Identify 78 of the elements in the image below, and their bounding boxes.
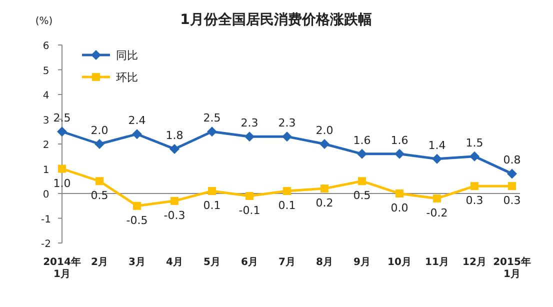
data-label: 0.3 — [503, 194, 521, 208]
y-tick-label: 0 — [42, 190, 50, 200]
data-label: 0.2 — [316, 196, 334, 210]
data-label: -0.3 — [164, 208, 186, 222]
point — [508, 182, 516, 190]
point — [207, 126, 217, 137]
x-tick-label: 4月 — [165, 257, 184, 269]
y-tick-label: 1 — [42, 164, 50, 176]
y-tick-label: 5 — [42, 66, 50, 77]
data-label: -0.2 — [426, 206, 448, 220]
data-label: -0.5 — [126, 214, 148, 227]
data-label: 2.5 — [203, 112, 221, 125]
y-tick-label: -1 — [41, 214, 51, 226]
point — [357, 148, 367, 159]
data-label: 0.8 — [503, 154, 521, 167]
data-label: 1.6 — [353, 134, 371, 147]
point — [94, 139, 104, 149]
x-tick-label: 11月 — [424, 257, 450, 269]
point — [432, 154, 442, 164]
data-label: 0.5 — [90, 189, 108, 202]
y-tick-label: 2 — [42, 140, 50, 151]
data-label: 2.3 — [278, 116, 296, 130]
x-tick-label: 7月 — [278, 257, 296, 269]
data-label: 0.1 — [203, 199, 221, 212]
point — [246, 192, 254, 200]
data-label: 0.5 — [353, 189, 371, 202]
point — [96, 177, 104, 186]
point — [320, 139, 330, 149]
y-tick-label: 3 — [42, 115, 50, 126]
data-label: 2.0 — [316, 124, 334, 137]
x-tick-label: 3月 — [128, 257, 146, 269]
legend-label: 环比 — [116, 71, 138, 84]
x-tick-label: 2014年1月 — [42, 257, 82, 281]
point — [208, 187, 216, 196]
x-tick-label: 5月 — [202, 257, 222, 269]
point — [358, 177, 366, 186]
data-label: 2.3 — [240, 116, 258, 130]
y-tick-label: 6 — [42, 41, 50, 52]
point — [57, 126, 67, 137]
data-label: -0.1 — [238, 204, 260, 217]
x-tick-label: 2015年1月 — [492, 257, 532, 281]
data-label: 2.0 — [90, 124, 108, 137]
data-label: 1.4 — [428, 138, 446, 152]
point — [394, 148, 404, 159]
x-tick-label: 10月 — [386, 257, 412, 269]
data-label: 2.5 — [53, 112, 71, 125]
point — [58, 164, 66, 173]
legend-label: 同比 — [116, 49, 138, 62]
data-label: 1.5 — [466, 136, 484, 150]
x-tick-label: 12月 — [462, 257, 486, 268]
data-label: 2.4 — [128, 114, 146, 128]
y-tick-label: -2 — [41, 239, 51, 250]
point — [320, 184, 328, 193]
point — [132, 129, 142, 140]
y-tick-label: 4 — [42, 90, 50, 102]
point — [283, 187, 291, 196]
point — [170, 144, 180, 154]
chart-title: 1月份全国居民消费价格涨跌幅 — [180, 12, 372, 28]
point — [470, 151, 480, 162]
x-tick-label: 2月 — [91, 257, 108, 268]
point — [170, 196, 178, 205]
y-axis-title: (%) — [35, 16, 53, 27]
x-tick-label: 6月 — [240, 257, 259, 269]
point — [396, 190, 404, 198]
data-label: 1.6 — [390, 134, 408, 147]
data-label: 1.0 — [53, 176, 71, 190]
point — [433, 194, 441, 202]
point — [282, 132, 292, 142]
point — [133, 202, 141, 210]
data-label: 0.1 — [278, 199, 296, 212]
data-label: 0.3 — [466, 194, 484, 208]
x-tick-label: 9月 — [352, 257, 372, 269]
point — [244, 132, 254, 142]
point — [507, 168, 517, 179]
data-label: 0.0 — [390, 202, 408, 214]
data-label: 1.8 — [166, 128, 184, 142]
point — [470, 182, 478, 190]
x-tick-label: 8月 — [315, 257, 334, 269]
